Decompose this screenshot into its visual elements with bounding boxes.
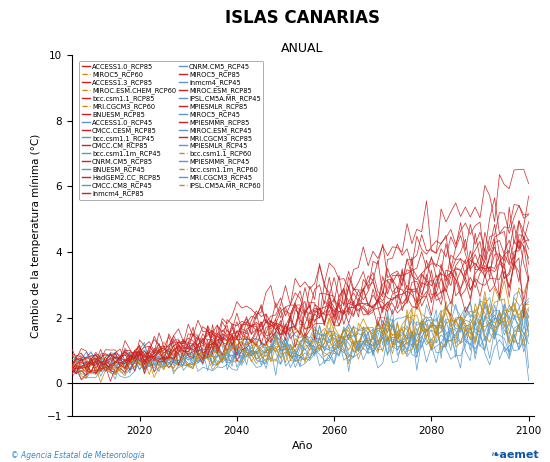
Text: ISLAS CANARIAS: ISLAS CANARIAS bbox=[225, 9, 380, 27]
X-axis label: Año: Año bbox=[292, 441, 313, 451]
Y-axis label: Cambio de la temperatura mínima (°C): Cambio de la temperatura mínima (°C) bbox=[30, 134, 41, 338]
Text: © Agencia Estatal de Meteorología: © Agencia Estatal de Meteorología bbox=[11, 451, 145, 460]
Title: ANUAL: ANUAL bbox=[281, 43, 324, 55]
Text: ❧aemet: ❧aemet bbox=[491, 450, 539, 460]
Legend: ACCESS1.0_RCP85, MIROC5_RCP60, ACCESS1.3_RCP85, MIROC.ESM.CHEM_RCP60, bcc.csm1.1: ACCESS1.0_RCP85, MIROC5_RCP60, ACCESS1.3… bbox=[79, 61, 263, 200]
